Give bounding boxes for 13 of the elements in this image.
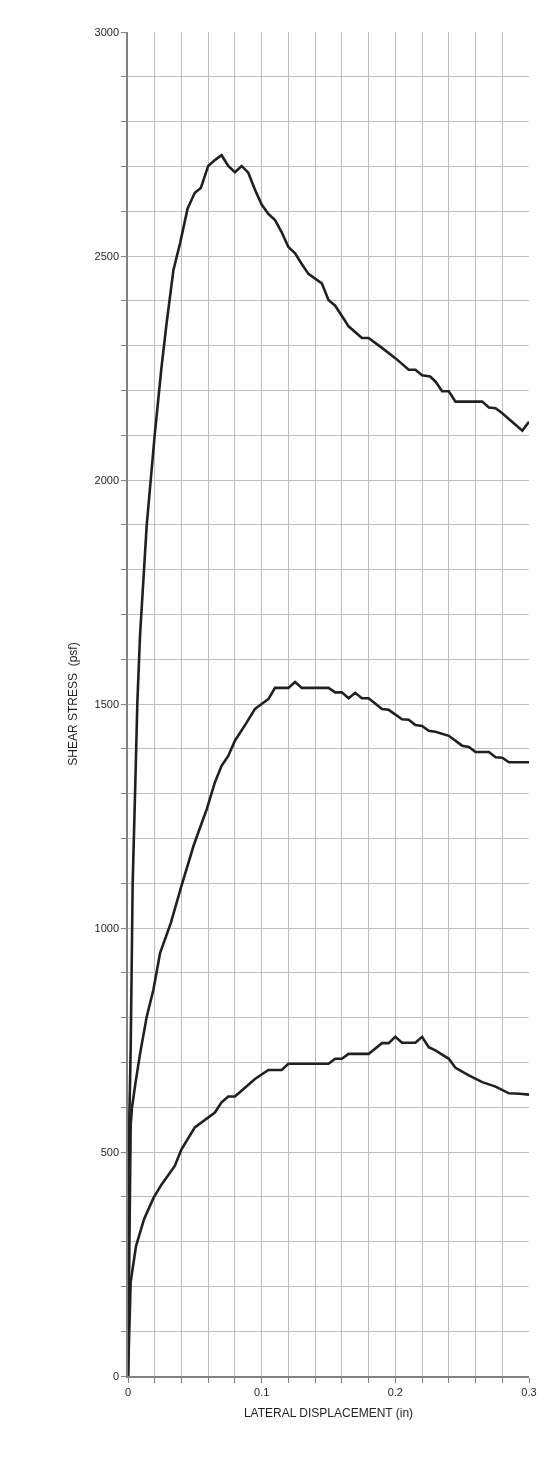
x-axis-title: LATERAL DISPLACEMENT (in) (243, 1406, 414, 1421)
y-tick-label: 2500 (94, 249, 120, 262)
x-tick-label: 0.1 (254, 1385, 270, 1398)
y-tick-label: 0 (112, 1369, 120, 1382)
x-tick-label: 0.3 (521, 1385, 537, 1398)
x-tick-label: 0 (124, 1385, 132, 1398)
y-tick-label: 500 (100, 1145, 120, 1158)
y-tick-label: 2000 (94, 473, 120, 486)
y-tick-label: 3000 (94, 25, 120, 38)
y-axis-title: SHEAR STRESS (psf) (66, 642, 81, 766)
x-tick-label: 0.2 (387, 1385, 403, 1398)
y-tick-label: 1000 (94, 921, 120, 934)
y-tick-label: 1500 (94, 697, 120, 710)
